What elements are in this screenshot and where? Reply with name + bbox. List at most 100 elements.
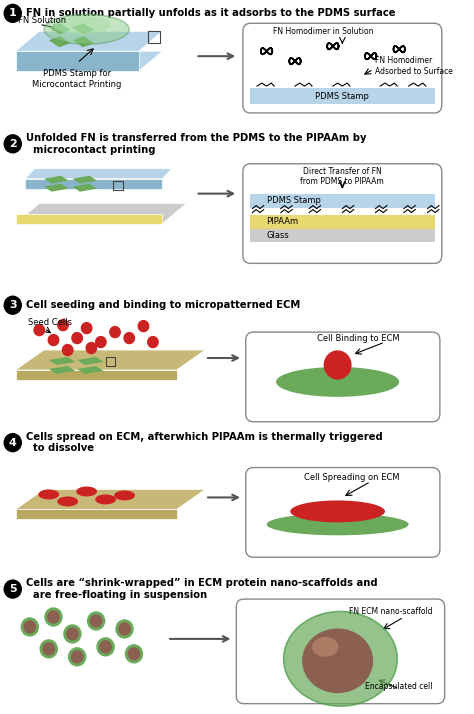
Bar [249,214,435,228]
Text: FN Solution: FN Solution [18,16,66,25]
Text: FN Homodimer in Solution: FN Homodimer in Solution [273,26,374,36]
Bar [106,357,115,366]
Text: Glass: Glass [266,231,289,240]
Circle shape [58,320,68,331]
Text: 4: 4 [9,438,17,448]
FancyBboxPatch shape [246,332,440,422]
Circle shape [148,336,158,348]
Text: Cells are “shrink-wrapped” in ECM protein nano-scaffolds and
  are free-floating: Cells are “shrink-wrapped” in ECM protei… [26,578,378,600]
Text: PDMS Stamp: PDMS Stamp [266,196,320,205]
Polygon shape [16,370,177,380]
Polygon shape [16,51,163,71]
FancyBboxPatch shape [236,599,445,703]
Bar [249,228,435,243]
Ellipse shape [283,611,397,706]
Polygon shape [16,213,163,223]
Circle shape [48,335,59,346]
Circle shape [63,345,73,356]
Polygon shape [73,183,97,191]
Circle shape [24,621,36,633]
Circle shape [48,611,59,623]
Circle shape [4,433,21,452]
Ellipse shape [290,501,385,523]
Polygon shape [49,24,71,34]
Polygon shape [77,357,104,365]
Polygon shape [16,509,177,519]
Circle shape [97,638,114,656]
Text: Cells spread on ECM, afterwhich PIPAAm is thermally triggered
  to dissolve: Cells spread on ECM, afterwhich PIPAAm i… [26,432,383,453]
Ellipse shape [57,496,78,506]
Polygon shape [25,169,172,178]
Text: Unfolded FN is transferred from the PDMS to the PIPAAm by
  microcontact printin: Unfolded FN is transferred from the PDMS… [26,133,366,155]
Circle shape [43,643,55,655]
Circle shape [128,648,140,660]
Circle shape [116,620,133,638]
Polygon shape [44,183,69,191]
Circle shape [72,651,83,663]
Polygon shape [49,36,71,47]
Text: 1: 1 [9,9,17,19]
Circle shape [138,321,149,331]
Bar [148,31,160,44]
Text: PDMS Stamp: PDMS Stamp [315,91,369,101]
Text: Seed Cells: Seed Cells [28,318,72,327]
Polygon shape [73,36,94,47]
Circle shape [4,135,21,153]
Ellipse shape [302,628,373,693]
Circle shape [64,625,81,643]
Circle shape [4,580,21,598]
Text: Cell Binding to ECM: Cell Binding to ECM [317,333,399,343]
Text: 3: 3 [9,300,17,310]
FancyBboxPatch shape [243,164,442,263]
Circle shape [86,343,97,353]
Ellipse shape [276,367,399,397]
Polygon shape [44,176,69,183]
FancyBboxPatch shape [246,468,440,557]
Bar [249,88,435,104]
Circle shape [100,641,111,653]
Polygon shape [73,176,97,183]
Circle shape [34,325,45,336]
Text: FN in solution partially unfolds as it adsorbs to the PDMS surface: FN in solution partially unfolds as it a… [26,9,395,19]
Circle shape [110,326,120,338]
Circle shape [40,640,57,658]
Circle shape [72,333,82,343]
Ellipse shape [76,486,97,496]
Ellipse shape [95,495,116,504]
Polygon shape [16,490,205,509]
Circle shape [4,296,21,314]
Circle shape [96,336,106,348]
Ellipse shape [38,490,59,500]
Ellipse shape [266,513,409,536]
Circle shape [324,351,351,379]
Text: 5: 5 [9,584,17,594]
Polygon shape [16,51,139,71]
Polygon shape [25,178,163,188]
Text: FN Homodimer
Adsorbed to Surface: FN Homodimer Adsorbed to Surface [375,56,453,76]
Polygon shape [16,31,163,51]
Text: Cell seeding and binding to micropatterned ECM: Cell seeding and binding to micropattern… [26,300,300,310]
FancyBboxPatch shape [243,24,442,113]
Circle shape [69,648,86,665]
Polygon shape [77,366,104,374]
Ellipse shape [312,637,338,657]
Text: Direct Transfer of FN
from PDMS to PIPAAm: Direct Transfer of FN from PDMS to PIPAA… [301,167,384,186]
Text: 2: 2 [9,139,17,149]
Circle shape [82,323,92,333]
Circle shape [67,628,78,640]
Circle shape [91,615,102,627]
Ellipse shape [54,16,110,34]
Bar [249,193,435,208]
Circle shape [21,618,38,636]
Ellipse shape [114,491,135,501]
Polygon shape [49,366,75,374]
Text: Cell Spreading on ECM: Cell Spreading on ECM [304,473,399,482]
Polygon shape [73,24,94,34]
Text: Encapsulated cell: Encapsulated cell [365,682,432,690]
Circle shape [126,645,143,663]
Circle shape [124,333,135,343]
Circle shape [119,623,130,635]
Circle shape [88,612,105,630]
Text: PIPAAm: PIPAAm [266,217,299,226]
Polygon shape [49,357,75,365]
